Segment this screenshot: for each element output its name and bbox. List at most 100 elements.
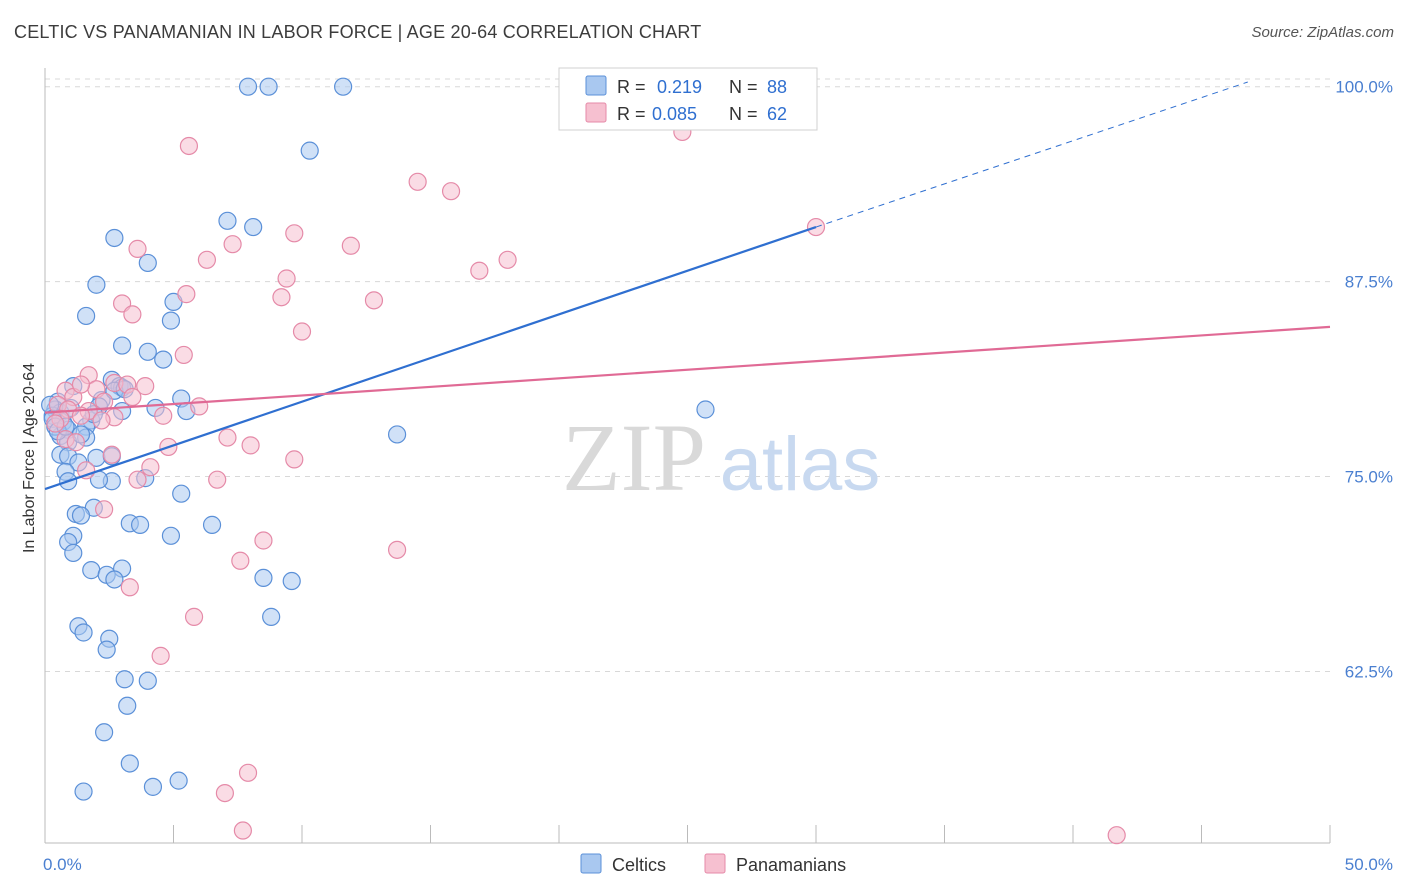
- panamanian-point-61: [92, 411, 111, 430]
- panamanian-point-17: [123, 305, 142, 324]
- legend-swatch-celtic: [585, 75, 607, 96]
- celtic-point-73: [120, 754, 139, 773]
- panamanian-point-47: [254, 531, 273, 550]
- legend-r-label-celtic: R =: [617, 77, 646, 97]
- panamanian-point-6: [128, 239, 147, 258]
- grid: [45, 78, 1330, 672]
- celtic-point-4: [218, 211, 237, 230]
- bottom-legend-swatch-panamanian: [704, 853, 726, 874]
- watermark: ZIP atlas: [562, 404, 880, 511]
- panamanian-point-18: [292, 322, 312, 341]
- y-tick-label-1: 87.5%: [1345, 273, 1393, 292]
- panamanian-point-54: [215, 784, 234, 803]
- legend-n-label-panamanian: N =: [729, 104, 758, 124]
- legend: R = 0.219 N = 88 R = 0.085 N = 62: [558, 67, 818, 131]
- panamanian-point-23: [136, 377, 155, 396]
- x-tick-labels: 0.0% 50.0%: [43, 855, 1393, 874]
- panamanian-point-1: [179, 136, 199, 156]
- legend-r-value-panamanian: 0.085: [652, 104, 697, 124]
- panamanian-point-56: [1107, 826, 1126, 845]
- panamanian-point-5: [285, 224, 304, 243]
- bottom-legend-celtic: Celtics: [612, 855, 666, 875]
- celtic-point-13: [138, 342, 157, 361]
- panamanian-point-60: [123, 387, 142, 407]
- legend-r-label-panamanian: R =: [617, 104, 646, 124]
- celtic-point-70: [138, 671, 157, 690]
- celtic-point-12: [112, 336, 132, 355]
- panamanian-point-58: [46, 414, 65, 433]
- x-tick-label-1: 50.0%: [1345, 855, 1393, 874]
- panamanian-point-42: [141, 458, 160, 477]
- celtic-point-11: [161, 311, 181, 330]
- celtic-point-5: [244, 217, 263, 237]
- y-tick-labels: 100.0% 87.5% 75.0% 62.5%: [1335, 78, 1393, 682]
- celtic-point-9: [77, 306, 96, 326]
- celtic-point-58: [82, 561, 101, 580]
- panamanian-point-41: [285, 450, 304, 469]
- celtic-point-63: [282, 571, 301, 591]
- legend-r-value-celtic: 0.219: [657, 77, 702, 97]
- panamanian-point-27: [190, 397, 209, 416]
- panamanian-point-10: [498, 250, 517, 269]
- celtic-point-64: [262, 607, 281, 626]
- celtic-point-0: [238, 77, 258, 96]
- celtic-point-3: [300, 141, 319, 160]
- celtic-point-52: [130, 515, 150, 534]
- panamanian-point-49: [231, 551, 250, 570]
- panamanian-point-51: [184, 607, 204, 626]
- celtic-point-2: [334, 77, 353, 96]
- panamanian-point-55: [233, 821, 252, 840]
- panamanian-point-14: [272, 288, 291, 307]
- panamanian-point-59: [71, 375, 91, 394]
- celtic-point-72: [95, 723, 114, 742]
- panamanian-point-57: [95, 392, 114, 411]
- y-tick-label-2: 75.0%: [1345, 468, 1393, 487]
- celtic-point-53: [202, 515, 222, 534]
- celtic-point-76: [169, 771, 188, 790]
- panamanian-point-15: [364, 291, 384, 310]
- celtic-trend-line: [44, 226, 817, 491]
- celtic-point-47: [172, 484, 191, 503]
- watermark-atlas: atlas: [720, 422, 881, 507]
- celtic-point-69: [115, 670, 134, 689]
- panamanian-point-48: [387, 540, 407, 559]
- legend-n-value-celtic: 88: [767, 77, 787, 97]
- panamanian-point-45: [128, 470, 147, 489]
- y-tick-label-0: 100.0%: [1335, 78, 1393, 97]
- panamanian-point-44: [208, 470, 227, 489]
- celtic-point-55: [161, 526, 181, 545]
- panamanian-point-13: [177, 285, 196, 304]
- y-axis-title: In Labor Force | Age 20-64: [21, 363, 38, 553]
- panamanian-point-46: [95, 500, 114, 519]
- panamanian-point-34: [154, 406, 173, 425]
- x-tick-label-0: 0.0%: [43, 855, 82, 874]
- legend-n-label-celtic: N =: [729, 77, 758, 97]
- celtic-point-61: [105, 570, 124, 589]
- panamanian-points: [46, 122, 1126, 845]
- panamanian-point-8: [341, 236, 360, 255]
- celtic-point-75: [143, 777, 163, 796]
- celtic-point-6: [105, 228, 124, 248]
- panamanian-point-50: [120, 578, 139, 597]
- celtic-point-7: [138, 253, 157, 273]
- celtic-point-71: [118, 696, 137, 715]
- panamanian-trend-line: [44, 325, 1331, 414]
- panamanian-point-37: [66, 433, 85, 452]
- panamanian-point-35: [218, 428, 237, 447]
- celtic-point-57: [64, 543, 83, 563]
- panamanian-point-2: [408, 172, 427, 191]
- chart-title: CELTIC VS PANAMANIAN IN LABOR FORCE | AG…: [14, 22, 702, 42]
- panamanian-point-52: [151, 646, 170, 665]
- celtic-point-1: [259, 77, 278, 96]
- celtic-point-14: [154, 350, 173, 369]
- panamanian-point-38: [241, 436, 260, 455]
- celtic-point-50: [71, 506, 91, 525]
- panamanian-point-7: [223, 235, 242, 254]
- bottom-legend-swatch-celtic: [580, 853, 602, 874]
- legend-n-value-panamanian: 62: [767, 104, 787, 124]
- trend-lines: [44, 81, 1331, 491]
- panamanian-point-12: [277, 269, 296, 288]
- legend-swatch-panamanian: [585, 102, 607, 123]
- bottom-legend-panamanian: Panamanians: [736, 855, 846, 875]
